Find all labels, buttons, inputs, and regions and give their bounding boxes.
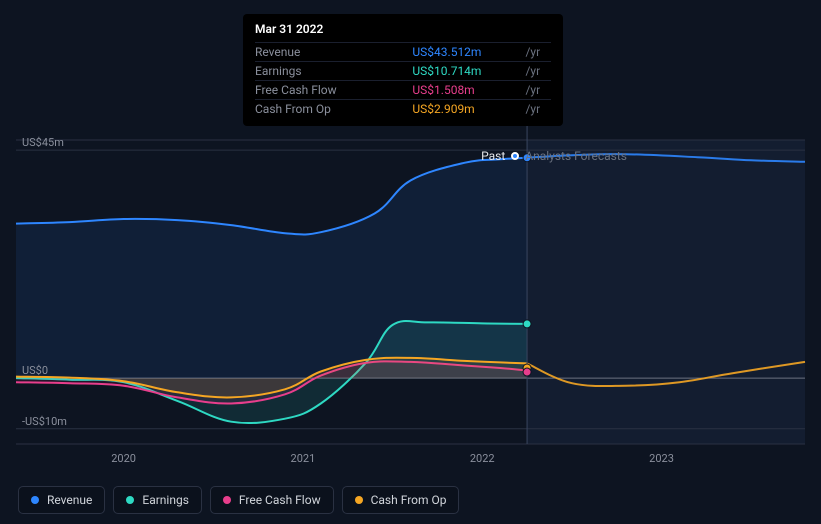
legend-dot-icon [223,496,231,504]
end-marker-fcf [523,368,531,376]
y-axis-label: -US$10m [22,415,67,428]
tooltip-row-unit: /yr [521,62,551,81]
series-legend: Revenue Earnings Free Cash Flow Cash From O… [18,486,459,514]
tooltip-row-unit: /yr [521,100,551,119]
tooltip-row-label: Earnings [255,62,412,81]
legend-pill-cfo[interactable]: Cash From Op [342,486,460,514]
past-label: Past [481,149,505,163]
y-axis-label: US$0 [22,364,48,377]
tooltip-row-value: US$1.508m [412,81,521,100]
financials-chart: Mar 31 2022 RevenueUS$43.512m/yrEarnings… [0,0,821,524]
tooltip-row-value: US$2.909m [412,100,521,119]
tooltip-row: Free Cash FlowUS$1.508m/yr [255,81,551,100]
tooltip-row: Cash From OpUS$2.909m/yr [255,100,551,119]
tooltip-row: RevenueUS$43.512m/yr [255,43,551,62]
legend-pill-label: Free Cash Flow [239,493,321,507]
end-marker-earnings [523,320,531,328]
legend-pill-fcf[interactable]: Free Cash Flow [210,486,334,514]
forecast-shade [527,140,805,444]
tooltip-row-unit: /yr [521,81,551,100]
tooltip-table: RevenueUS$43.512m/yrEarningsUS$10.714m/y… [255,42,551,118]
y-axis-label: US$45m [22,136,64,149]
tooltip-row-label: Revenue [255,43,412,62]
legend-dot-icon [355,496,363,504]
legend-pill-label: Earnings [142,493,189,507]
x-axis-label: 2021 [291,452,316,465]
tooltip-row-label: Cash From Op [255,100,412,119]
legend-pill-label: Cash From Op [371,493,447,507]
tooltip-row-label: Free Cash Flow [255,81,412,100]
forecast-label: Analysts Forecasts [525,149,627,163]
chart-tooltip: Mar 31 2022 RevenueUS$43.512m/yrEarnings… [243,14,563,126]
legend-dot-icon [31,496,39,504]
legend-pill-label: Revenue [47,493,92,507]
past-forecast-legend: Past Analysts Forecasts [481,149,627,163]
legend-dot-icon [126,496,134,504]
x-axis-label: 2022 [470,452,495,465]
legend-split-dot-icon [511,152,519,160]
x-axis-label: 2020 [111,452,136,465]
legend-pill-revenue[interactable]: Revenue [18,486,105,514]
tooltip-row-value: US$10.714m [412,62,521,81]
tooltip-date: Mar 31 2022 [255,22,551,36]
tooltip-row-value: US$43.512m [412,43,521,62]
legend-pill-earnings[interactable]: Earnings [113,486,202,514]
tooltip-row: EarningsUS$10.714m/yr [255,62,551,81]
tooltip-row-unit: /yr [521,43,551,62]
x-axis-label: 2023 [649,452,674,465]
